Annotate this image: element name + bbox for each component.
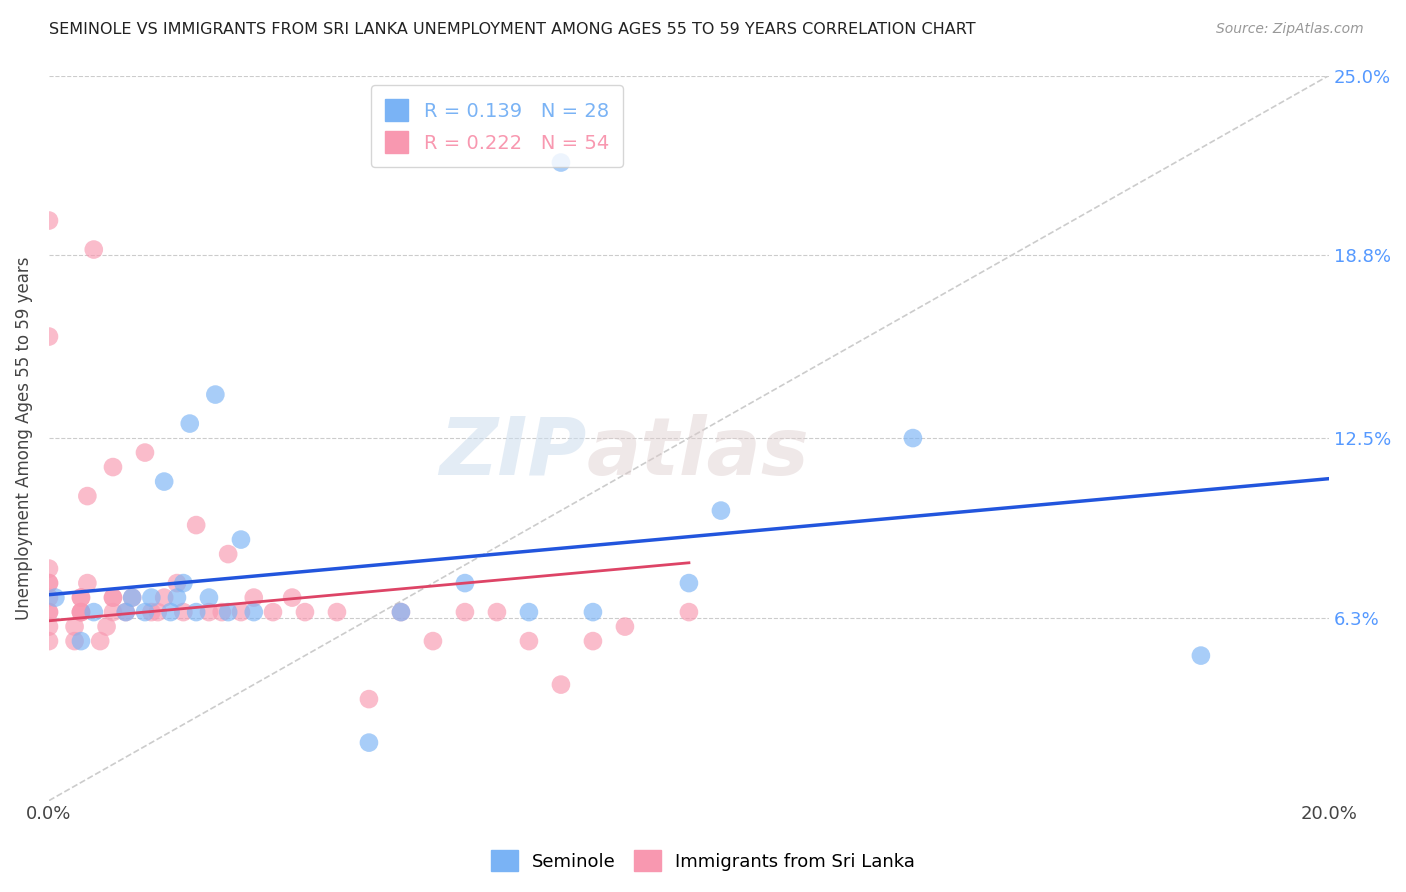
Point: [198, 591, 221, 605]
Point: [229, 605, 252, 619]
Point: [454, 605, 477, 619]
Point: [710, 503, 733, 517]
Point: [63, 634, 86, 648]
Point: [38, 576, 60, 591]
Text: Source: ZipAtlas.com: Source: ZipAtlas.com: [1216, 22, 1364, 37]
Point: [141, 591, 163, 605]
Point: [44, 591, 66, 605]
Point: [179, 417, 201, 431]
Point: [242, 605, 264, 619]
Point: [172, 605, 194, 619]
Point: [89, 634, 111, 648]
Point: [38, 561, 60, 575]
Legend: R = 0.139   N = 28, R = 0.222   N = 54: R = 0.139 N = 28, R = 0.222 N = 54: [371, 86, 623, 167]
Point: [70, 634, 93, 648]
Point: [38, 634, 60, 648]
Point: [83, 243, 105, 257]
Point: [550, 677, 572, 691]
Point: [96, 619, 118, 633]
Point: [242, 591, 264, 605]
Point: [38, 605, 60, 619]
Point: [63, 619, 86, 633]
Point: [262, 605, 284, 619]
Point: [146, 605, 169, 619]
Point: [101, 605, 124, 619]
Point: [70, 605, 93, 619]
Point: [38, 619, 60, 633]
Point: [121, 591, 143, 605]
Point: [70, 605, 93, 619]
Point: [70, 591, 93, 605]
Legend: Seminole, Immigrants from Sri Lanka: Seminole, Immigrants from Sri Lanka: [484, 843, 922, 879]
Point: [38, 605, 60, 619]
Point: [217, 605, 239, 619]
Point: [114, 605, 136, 619]
Point: [454, 576, 477, 591]
Point: [114, 605, 136, 619]
Point: [83, 605, 105, 619]
Point: [229, 533, 252, 547]
Point: [582, 605, 605, 619]
Y-axis label: Unemployment Among Ages 55 to 59 years: Unemployment Among Ages 55 to 59 years: [15, 256, 32, 620]
Point: [121, 591, 143, 605]
Point: [550, 155, 572, 169]
Point: [326, 605, 349, 619]
Point: [217, 547, 239, 561]
Point: [357, 692, 380, 706]
Point: [101, 460, 124, 475]
Point: [186, 518, 208, 533]
Point: [357, 736, 380, 750]
Point: [613, 619, 636, 633]
Point: [211, 605, 233, 619]
Text: SEMINOLE VS IMMIGRANTS FROM SRI LANKA UNEMPLOYMENT AMONG AGES 55 TO 59 YEARS COR: SEMINOLE VS IMMIGRANTS FROM SRI LANKA UN…: [49, 22, 976, 37]
Point: [678, 576, 700, 591]
Point: [134, 445, 156, 459]
Point: [485, 605, 508, 619]
Point: [134, 605, 156, 619]
Point: [38, 329, 60, 343]
Point: [186, 605, 208, 619]
Point: [141, 605, 163, 619]
Point: [70, 591, 93, 605]
Point: [198, 605, 221, 619]
Point: [101, 591, 124, 605]
Point: [38, 591, 60, 605]
Point: [389, 605, 412, 619]
Point: [582, 634, 605, 648]
Point: [38, 576, 60, 591]
Point: [76, 489, 98, 503]
Point: [901, 431, 924, 445]
Point: [166, 576, 188, 591]
Point: [172, 576, 194, 591]
Point: [101, 591, 124, 605]
Point: [70, 605, 93, 619]
Point: [389, 605, 412, 619]
Point: [422, 634, 444, 648]
Point: [166, 591, 188, 605]
Point: [517, 634, 540, 648]
Point: [678, 605, 700, 619]
Point: [517, 605, 540, 619]
Point: [76, 576, 98, 591]
Point: [294, 605, 316, 619]
Point: [159, 605, 181, 619]
Point: [1189, 648, 1212, 663]
Point: [153, 475, 176, 489]
Text: ZIP: ZIP: [439, 414, 586, 491]
Point: [281, 591, 304, 605]
Point: [38, 213, 60, 227]
Point: [204, 387, 226, 401]
Point: [153, 591, 176, 605]
Text: atlas: atlas: [586, 414, 810, 491]
